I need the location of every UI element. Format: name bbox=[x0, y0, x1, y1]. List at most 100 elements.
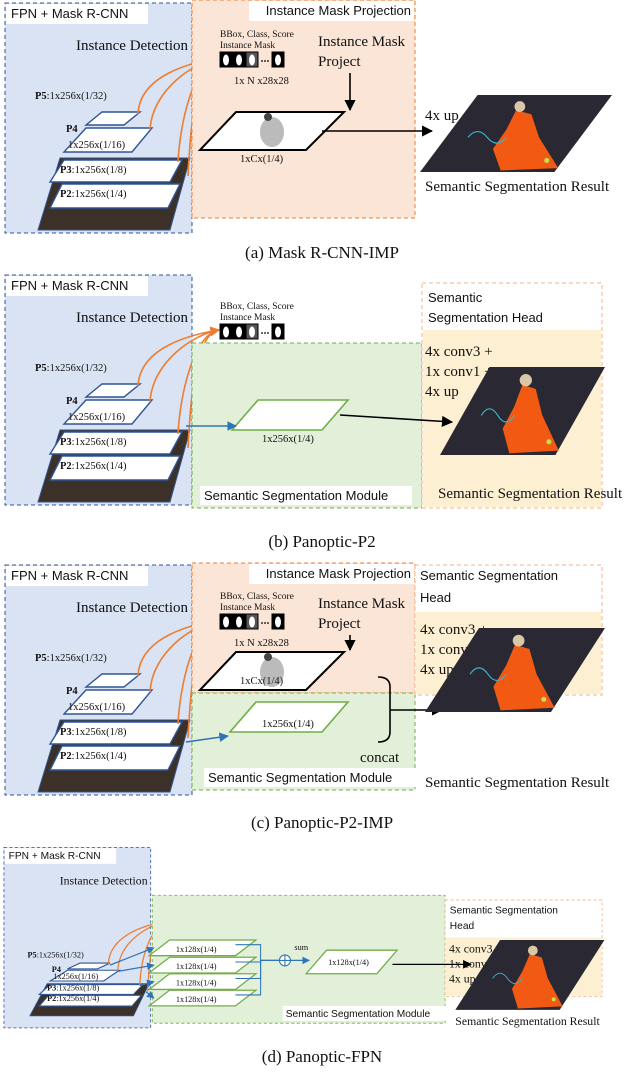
upsample-label: 4x up bbox=[425, 108, 459, 124]
mask-shape bbox=[236, 327, 242, 338]
level-name: P3 bbox=[47, 983, 56, 992]
head-title: Semantic bbox=[428, 290, 483, 305]
result-label: Semantic Segmentation Result bbox=[425, 179, 610, 195]
level-label: P4 bbox=[66, 396, 78, 407]
detection-label: Instance Detection bbox=[76, 600, 189, 616]
detection-output: BBox, Class, Score bbox=[220, 30, 294, 40]
level-name: P5 bbox=[35, 91, 47, 102]
ellipsis-dot bbox=[261, 60, 263, 62]
mask-head bbox=[264, 113, 272, 121]
mask-shape bbox=[223, 617, 229, 628]
result-spot bbox=[541, 697, 546, 702]
branch-shape: 1x128x(1/4) bbox=[176, 945, 217, 954]
ellipsis-dot bbox=[267, 332, 269, 334]
level-name: P5 bbox=[35, 363, 47, 374]
branch-shape: 1x128x(1/4) bbox=[176, 979, 217, 988]
head-op: 4x conv3 + bbox=[425, 344, 493, 360]
branch-shape: 1x128x(1/4) bbox=[176, 962, 217, 971]
detection-label: Instance Detection bbox=[60, 874, 148, 887]
level-label: P3:1x256x(1/8) bbox=[60, 165, 127, 176]
panel: FPN + Mask R-CNN Instance Detection P5:1x2… bbox=[4, 847, 605, 1028]
head-title: Segmentation Head bbox=[428, 310, 543, 325]
project-label: Instance Mask bbox=[318, 34, 406, 50]
level-name: P2 bbox=[60, 751, 72, 762]
level-shape: 1x256x(1/16) bbox=[68, 412, 126, 423]
ellipsis-dot bbox=[264, 332, 266, 334]
mask-figure bbox=[260, 117, 284, 147]
level-name: P3 bbox=[60, 165, 72, 176]
ellipsis-dot bbox=[261, 622, 263, 624]
caption: (b) Panoptic-P2 bbox=[268, 532, 375, 551]
figure: FPN + Mask R-CNNInstance DetectionP5:1x2… bbox=[0, 0, 644, 1080]
mask-shape bbox=[223, 55, 229, 66]
head-op: 1x conv1 + bbox=[425, 364, 493, 380]
head-title: Semantic Segmentation bbox=[420, 568, 558, 583]
imp-title: Instance Mask Projection bbox=[266, 566, 411, 581]
fpn-title: FPN + Mask R-CNN bbox=[9, 851, 101, 862]
caption: (a) Mask R-CNN-IMP bbox=[245, 243, 399, 262]
level-name: P3 bbox=[60, 727, 72, 738]
level-shape: :1x256x(1/32) bbox=[47, 91, 108, 102]
level-shape: :1x256x(1/8) bbox=[56, 983, 99, 992]
fpn-title: FPN + Mask R-CNN bbox=[11, 568, 128, 583]
ellipsis-dot bbox=[267, 622, 269, 624]
ellipsis-dot bbox=[264, 622, 266, 624]
mask-shape bbox=[249, 55, 255, 66]
ssm-shape: 1x128x(1/4) bbox=[328, 958, 369, 967]
ssm-title: Semantic Segmentation Module bbox=[208, 770, 392, 785]
head-title: Head bbox=[450, 921, 475, 932]
concat-label: concat bbox=[360, 750, 400, 766]
ellipsis-dot bbox=[261, 332, 263, 334]
level-name: P2 bbox=[60, 189, 72, 200]
level-shape: :1x256x(1/32) bbox=[47, 363, 108, 374]
result-head bbox=[514, 101, 525, 112]
mask-shape bbox=[275, 55, 281, 66]
result-head bbox=[520, 374, 532, 386]
detection-label: Instance Detection bbox=[76, 310, 189, 326]
level-name: P4 bbox=[66, 124, 78, 135]
level-shape: :1x256x(1/4) bbox=[56, 994, 99, 1003]
mask-shape bbox=[223, 327, 229, 338]
head-op: 4x up bbox=[449, 972, 476, 985]
mask-shape bbox=[275, 327, 281, 338]
caption: (c) Panoptic-P2-IMP bbox=[251, 813, 393, 832]
head-title: Semantic Segmentation bbox=[450, 905, 558, 916]
level-label: P3:1x256x(1/8) bbox=[60, 437, 127, 448]
level-label: P4 bbox=[66, 686, 78, 697]
ssm-shape: 1x256x(1/4) bbox=[262, 434, 314, 445]
page: {"panels": [ {"caption": "(a) Mask R-CNN… bbox=[0, 0, 644, 1080]
level-label: P2:1x256x(1/4) bbox=[47, 994, 99, 1003]
imp-title: Instance Mask Projection bbox=[266, 3, 411, 18]
level-shape: :1x256x(1/8) bbox=[72, 727, 127, 738]
result-spot bbox=[546, 439, 551, 444]
level-shape: 1x256x(1/16) bbox=[53, 972, 98, 981]
level-label: P5:1x256x(1/32) bbox=[35, 91, 107, 102]
level-label: P4 bbox=[66, 124, 78, 135]
level-name: P5 bbox=[35, 653, 47, 664]
level-shape: :1x256x(1/8) bbox=[72, 437, 127, 448]
level-shape: :1x256x(1/8) bbox=[72, 165, 127, 176]
ssm-shape: 1x256x(1/4) bbox=[262, 719, 314, 730]
mask-shape: 1xCx(1/4) bbox=[240, 154, 284, 165]
detection-shape: 1x N x28x28 bbox=[234, 638, 289, 649]
level-name: P2 bbox=[47, 994, 56, 1003]
level-label: P3:1x256x(1/8) bbox=[47, 983, 99, 992]
detection-label: Instance Detection bbox=[76, 38, 189, 54]
result-head bbox=[528, 946, 538, 956]
caption: (d) Panoptic-FPN bbox=[262, 1047, 382, 1066]
panel: FPN + Mask R-CNNInstance DetectionP5:1x2… bbox=[5, 275, 623, 508]
level-shape: :1x256x(1/4) bbox=[72, 189, 127, 200]
detection-output: Instance Mask bbox=[220, 603, 275, 613]
mask-shape bbox=[236, 55, 242, 66]
level-label: P5:1x256x(1/32) bbox=[27, 950, 84, 959]
level-shape: :1x256x(1/32) bbox=[47, 653, 108, 664]
mask-shape bbox=[236, 617, 242, 628]
project-label: Instance Mask bbox=[318, 596, 406, 612]
result-spot bbox=[544, 158, 549, 163]
result-label: Semantic Segmentation Result bbox=[438, 486, 623, 502]
head-op: 4x up bbox=[425, 384, 459, 400]
level-name: P3 bbox=[60, 437, 72, 448]
mask-shape bbox=[275, 617, 281, 628]
detection-output: BBox, Class, Score bbox=[220, 592, 294, 602]
